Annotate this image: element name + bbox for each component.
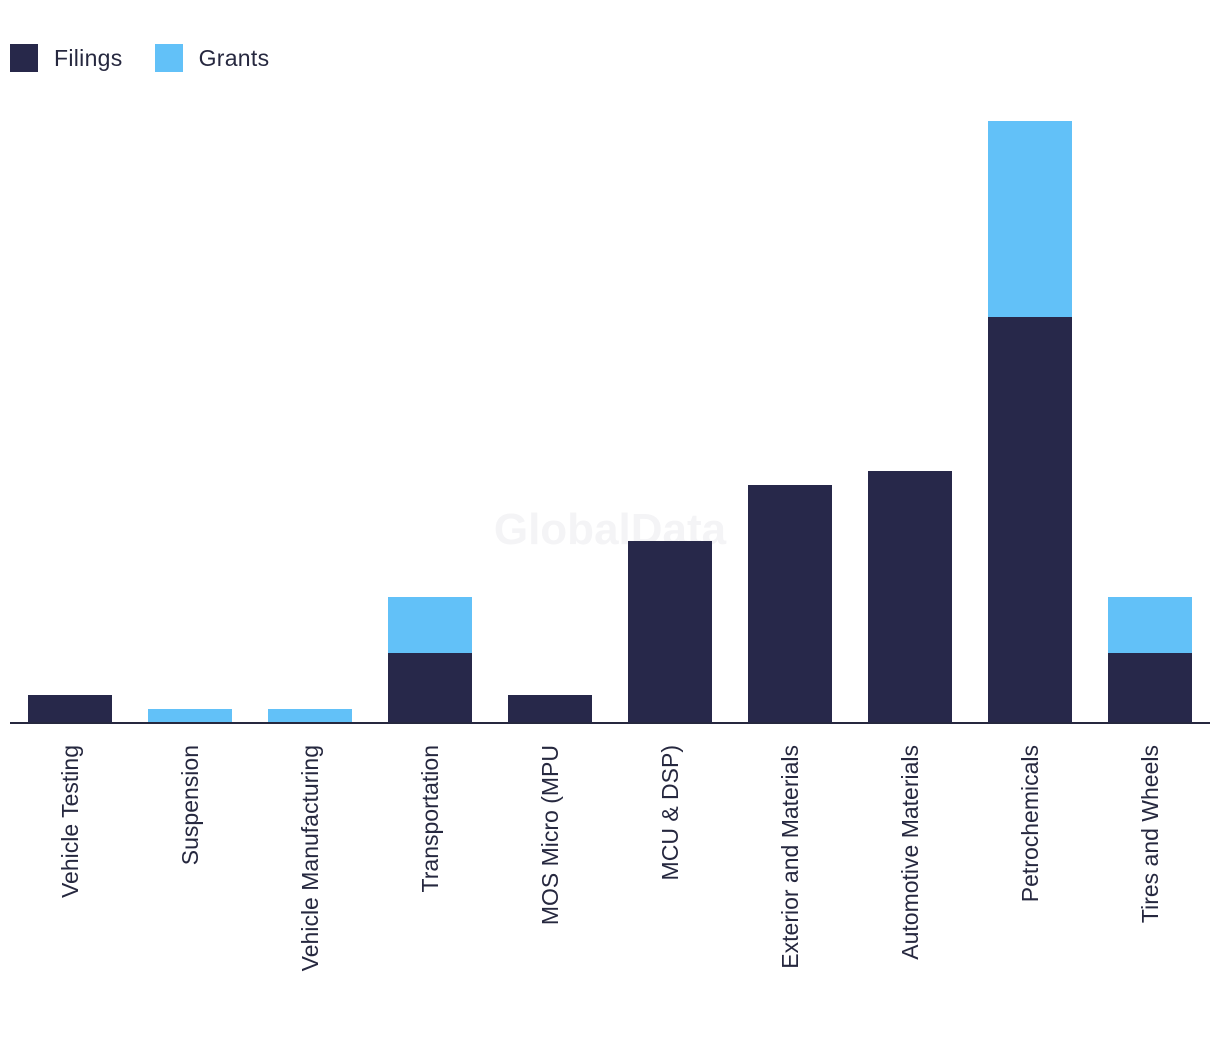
bar-filings-transportation <box>388 653 472 723</box>
bar-filings-mos-micro-mpu <box>508 695 592 723</box>
legend-swatch-filings <box>10 44 38 72</box>
legend-item-grants: Grants <box>154 44 270 72</box>
bar-filings-tires-and-wheels <box>1108 653 1192 723</box>
bar-grants-petrochemicals <box>988 121 1072 317</box>
x-tick-label: Exterior and Materials <box>777 745 803 969</box>
bar-grants-tires-and-wheels <box>1108 597 1192 653</box>
x-tick-labels: Vehicle Testing Suspension Vehicle Manufac… <box>57 745 1163 971</box>
x-tick-label: Automotive Materials <box>897 745 923 960</box>
legend-label-grants: Grants <box>198 44 270 71</box>
x-tick-label: Tires and Wheels <box>1137 745 1163 923</box>
bar-grants-vehicle-manufacturing <box>268 709 352 723</box>
bar-grants-suspension <box>148 709 232 723</box>
legend-label-filings: Filings <box>54 44 123 71</box>
x-tick-label: Petrochemicals <box>1017 745 1043 902</box>
x-tick-label: MOS Micro (MPU <box>537 745 563 925</box>
bar-filings-mcu-dsp <box>628 541 712 723</box>
bar-filings-automotive-materials <box>868 471 952 723</box>
bar-filings-petrochemicals <box>988 317 1072 723</box>
x-tick-label: Suspension <box>177 745 203 865</box>
x-tick-label: MCU & DSP) <box>657 745 683 880</box>
bar-filings-vehicle-testing <box>28 695 112 723</box>
bars-group <box>28 121 1192 723</box>
bar-grants-transportation <box>388 597 472 653</box>
legend-item-filings: Filings <box>10 44 123 72</box>
legend-swatch-grants <box>154 44 183 72</box>
x-tick-label: Vehicle Testing <box>57 745 83 898</box>
legend: Filings Grants <box>10 44 301 72</box>
bar-filings-exterior-and-materials <box>748 485 832 723</box>
x-tick-label: Vehicle Manufacturing <box>297 745 323 971</box>
x-tick-label: Transportation <box>417 745 443 892</box>
